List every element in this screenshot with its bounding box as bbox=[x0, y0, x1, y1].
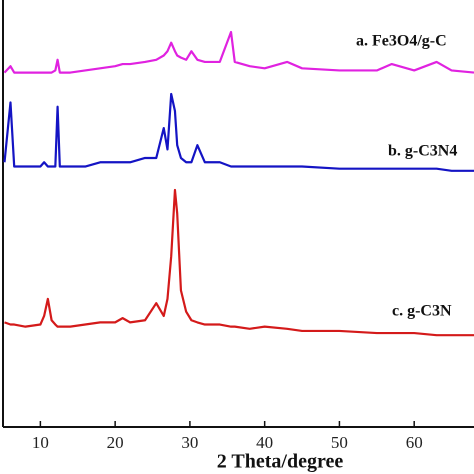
series-line bbox=[4, 188, 474, 337]
series-line bbox=[3, 30, 474, 74]
x-axis-title: 2 Theta/degree bbox=[217, 451, 344, 473]
series-line bbox=[3, 92, 474, 172]
x-tick-label: 50 bbox=[331, 433, 348, 452]
series-label: b. g-C3N4 bbox=[388, 143, 457, 160]
series-label: a. Fe3O4/g-C bbox=[356, 33, 447, 50]
x-tick-label: 30 bbox=[181, 433, 198, 452]
series-label: c. g-C3N bbox=[392, 303, 452, 320]
x-tick-label: 20 bbox=[107, 433, 124, 452]
x-tick-label: 40 bbox=[256, 433, 273, 452]
x-tick-label: 10 bbox=[32, 433, 49, 452]
x-tick-label: 60 bbox=[406, 433, 423, 452]
